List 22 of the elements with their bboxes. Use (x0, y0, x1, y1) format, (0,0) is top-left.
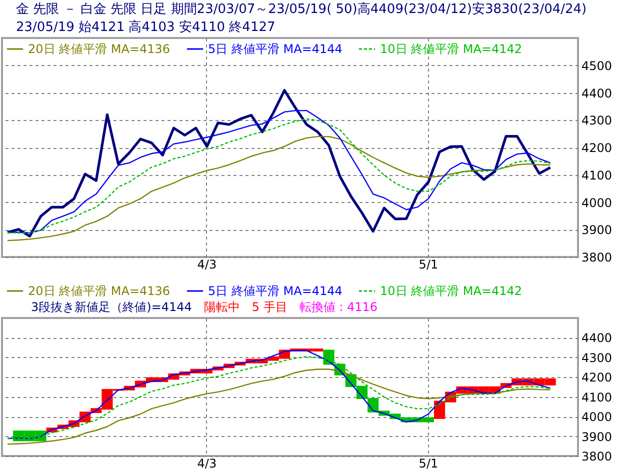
y-tick-label: 4400 (582, 86, 612, 100)
legend-label: 5日 終値平滑 MA=4144 (208, 42, 342, 56)
x-tick-label: 5/1 (418, 258, 438, 272)
y-tick-label: 4200 (582, 370, 612, 385)
y-tick-label: 4000 (582, 196, 612, 210)
y-tick-label: 4000 (582, 410, 612, 424)
y-tick-label: 4300 (582, 350, 612, 365)
y-tick-label: 3800 (582, 250, 612, 264)
y-tick-label: 4500 (582, 58, 612, 73)
x-tick-label: 4/3 (197, 258, 217, 272)
y-tick-label: 3800 (582, 450, 612, 464)
y-tick-label: 4200 (582, 141, 612, 155)
y-tick-label: 3900 (582, 430, 612, 444)
legend-label: 10日 終値平滑 MA=4142 (380, 42, 522, 56)
chart-subtitle: 23/05/19 始4121 高4103 安4110 終4127 (16, 19, 276, 35)
legend-label: 20日 終値平滑 MA=4136 (28, 42, 170, 56)
y-tick-label: 4100 (582, 390, 612, 404)
y-tick-label: 4300 (582, 114, 612, 128)
chart-title: 金 先限 － 白金 先限 日足 期間23/03/07～23/05/19( 50)高4409(23/04/12)安3830(23/04/24) (16, 1, 587, 17)
y-tick-label: 4400 (582, 331, 612, 346)
y-tick-label: 3900 (582, 223, 612, 238)
y-tick-label: 4100 (582, 168, 612, 182)
